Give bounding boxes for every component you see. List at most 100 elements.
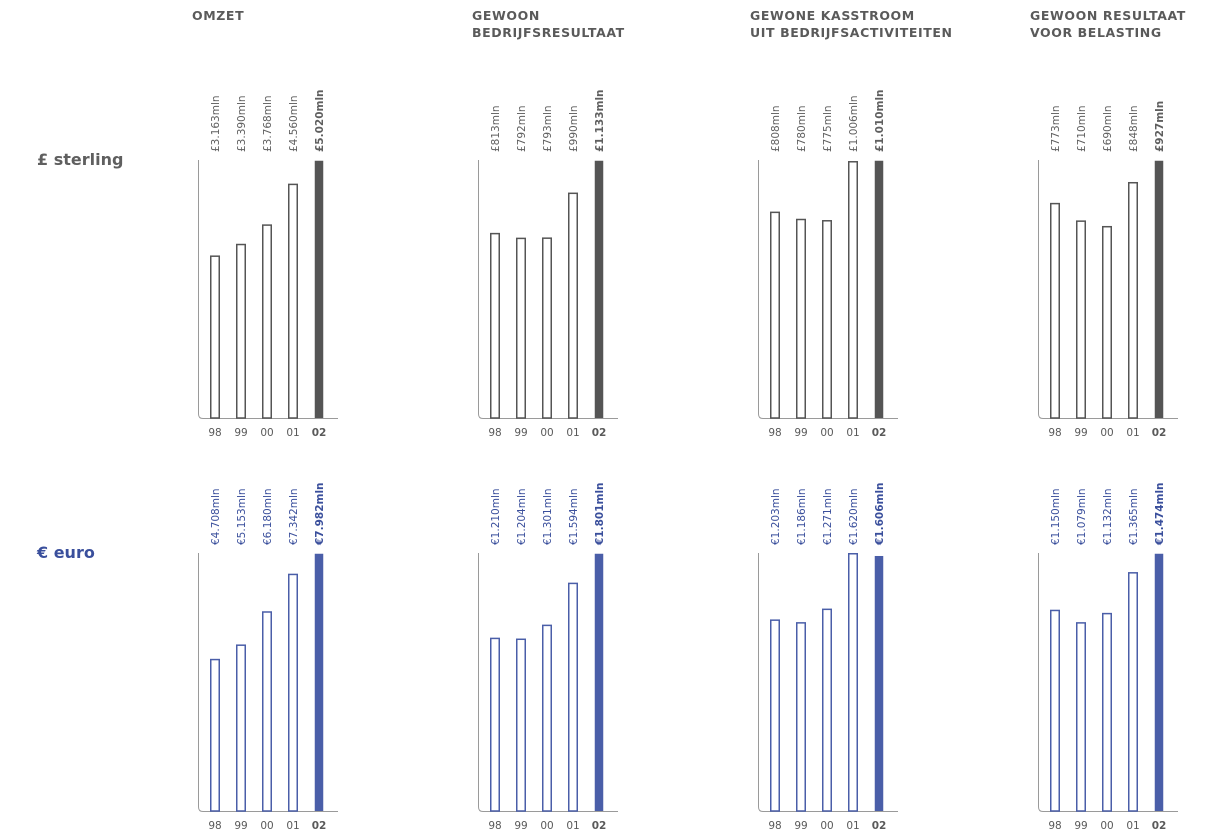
data-label: €1.365mln bbox=[1128, 488, 1140, 545]
data-label: £813mln bbox=[490, 105, 502, 152]
x-tick-label: 99 bbox=[794, 820, 807, 830]
bar bbox=[770, 619, 780, 812]
bar bbox=[1050, 202, 1060, 419]
data-label: €1.204mln bbox=[516, 488, 528, 545]
column-title-kasstroom: GEWONE KASSTROOM UIT BEDRIJFSACTIVITEITE… bbox=[750, 8, 953, 40]
x-tick-label: 98 bbox=[488, 427, 501, 439]
bar bbox=[262, 224, 272, 419]
bar bbox=[874, 160, 884, 418]
bar bbox=[822, 608, 832, 812]
data-label: €1.150mln bbox=[1050, 488, 1062, 545]
x-tick-label: 00 bbox=[260, 427, 273, 439]
bar bbox=[314, 160, 324, 418]
x-tick-label: 98 bbox=[1048, 427, 1061, 439]
x-tick-label: 00 bbox=[1100, 427, 1113, 439]
data-label: £773mln bbox=[1050, 105, 1062, 152]
row-label-euro: € euro bbox=[37, 543, 95, 562]
bar bbox=[1076, 220, 1086, 419]
bar-chart: 98 £3.163mln 99 £3.390mln 00 £3.768mln 01 £4.56… bbox=[198, 89, 338, 439]
bar bbox=[1128, 181, 1138, 419]
bar bbox=[568, 192, 578, 419]
x-tick-label: 00 bbox=[820, 820, 833, 830]
x-tick-label: 01 bbox=[846, 427, 859, 439]
data-label: £1.010mln bbox=[874, 89, 886, 152]
bar bbox=[594, 160, 604, 418]
data-label: £710mln bbox=[1076, 105, 1088, 152]
data-label: €5.153mln bbox=[236, 488, 248, 545]
bar-chart: 98 €1.210mln 99 €1.204mln 00 €1.301mln 01 €1.59… bbox=[478, 482, 618, 830]
x-tick-label: 98 bbox=[208, 427, 221, 439]
data-label: €1.210mln bbox=[490, 488, 502, 545]
x-tick-label: 98 bbox=[768, 427, 781, 439]
x-tick-label: 02 bbox=[312, 427, 327, 439]
data-label: £990mln bbox=[568, 105, 580, 152]
data-label: €1.079mln bbox=[1076, 488, 1088, 545]
data-label: €1.474mln bbox=[1154, 482, 1166, 546]
bar bbox=[288, 573, 298, 812]
x-tick-label: 01 bbox=[566, 820, 579, 830]
bar bbox=[236, 243, 246, 419]
x-tick-label: 99 bbox=[234, 820, 247, 830]
bar bbox=[796, 622, 806, 812]
x-tick-label: 01 bbox=[846, 820, 859, 830]
data-label: €1.801mln bbox=[594, 482, 606, 546]
data-label: £5.020mln bbox=[314, 89, 326, 152]
bar bbox=[1154, 553, 1164, 811]
bar bbox=[288, 183, 298, 419]
data-label: £3.390mln bbox=[236, 95, 248, 152]
bar bbox=[542, 237, 552, 419]
data-label: €6.180mln bbox=[262, 488, 274, 545]
data-label: €1.186mln bbox=[796, 488, 808, 545]
x-tick-label: 01 bbox=[1126, 427, 1139, 439]
x-tick-label: 00 bbox=[1100, 820, 1113, 830]
data-label: £690mln bbox=[1102, 105, 1114, 152]
bar bbox=[490, 637, 500, 812]
bar bbox=[1076, 622, 1086, 812]
data-label: €1.606mln bbox=[874, 482, 886, 546]
x-tick-label: 99 bbox=[794, 427, 807, 439]
chart-axis bbox=[198, 160, 338, 419]
bar bbox=[874, 555, 884, 811]
data-label: £775mln bbox=[822, 105, 834, 152]
column-title-omzet: OMZET bbox=[192, 8, 245, 23]
x-tick-label: 98 bbox=[488, 820, 501, 830]
x-tick-label: 02 bbox=[592, 820, 607, 830]
x-tick-label: 02 bbox=[872, 427, 887, 439]
column-title-bedrijfsresultaat: GEWOON BEDRIJFSRESULTAAT bbox=[472, 8, 625, 40]
bar bbox=[314, 553, 324, 811]
bar-chart: 98 €4.708mln 99 €5.153mln 00 €6.180mln 01 €7.34… bbox=[198, 482, 338, 830]
bar bbox=[568, 582, 578, 812]
data-label: £1.006mln bbox=[848, 95, 860, 152]
x-tick-label: 99 bbox=[234, 427, 247, 439]
row-label-sterling: £ sterling bbox=[37, 150, 124, 169]
x-tick-label: 02 bbox=[1152, 820, 1167, 830]
data-label: £848mln bbox=[1128, 105, 1140, 152]
bar bbox=[1102, 225, 1112, 419]
x-tick-label: 99 bbox=[514, 427, 527, 439]
x-tick-label: 01 bbox=[1126, 820, 1139, 830]
data-label: £793mln bbox=[542, 105, 554, 152]
x-tick-label: 02 bbox=[1152, 427, 1167, 439]
data-label: €1.620mln bbox=[848, 488, 860, 545]
data-label: €7.342mln bbox=[288, 488, 300, 545]
x-tick-label: 02 bbox=[872, 820, 887, 830]
bar bbox=[848, 553, 858, 812]
chart-axis bbox=[478, 160, 618, 419]
x-tick-label: 01 bbox=[286, 427, 299, 439]
chart-axis bbox=[1038, 160, 1178, 419]
x-tick-label: 98 bbox=[768, 820, 781, 830]
bar bbox=[848, 161, 858, 419]
bar-chart: 98 £813mln 99 £792mln 00 £793mln 01 £990mln 02 £1… bbox=[478, 89, 618, 439]
bar bbox=[1154, 160, 1164, 418]
chart-axis bbox=[758, 160, 898, 419]
bar bbox=[236, 644, 246, 812]
x-tick-label: 00 bbox=[260, 820, 273, 830]
bar bbox=[542, 624, 552, 812]
bar bbox=[770, 211, 780, 419]
data-label: £780mln bbox=[796, 105, 808, 152]
x-tick-label: 99 bbox=[1074, 820, 1087, 830]
data-label: £808mln bbox=[770, 105, 782, 152]
bar bbox=[516, 237, 526, 419]
bar bbox=[796, 218, 806, 419]
